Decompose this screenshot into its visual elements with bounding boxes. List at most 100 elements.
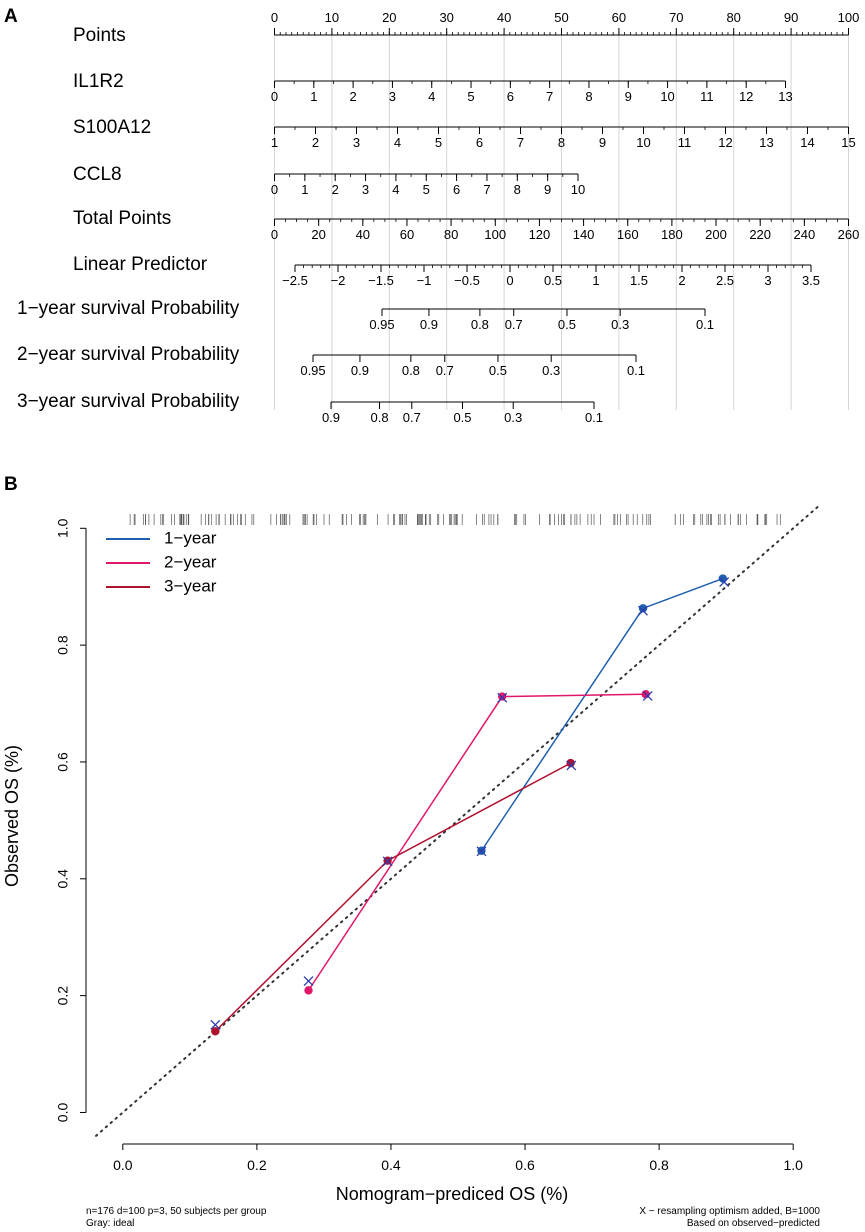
nomogram-tick-label: 2 [349,89,356,104]
panel-b-label: B [4,474,18,495]
nomogram-tick-label: 11 [700,89,714,104]
nomogram-tick-label: 0.5 [453,410,471,425]
nomogram-tick-label: 0 [271,182,278,197]
corrected-x-mark [476,846,487,857]
nomogram-tick-label: 0.9 [322,410,340,425]
nomogram-tick-label: 12 [718,135,732,150]
y-tick-label: 0.4 [55,869,71,889]
nomogram-tick-label: 6 [507,89,514,104]
nomogram-tick-label: 4 [392,182,399,197]
nomogram-tick-label: 6 [476,135,483,150]
nomogram-tick-label: 2.5 [716,273,734,288]
nomogram-tick-label: 7 [546,89,553,104]
nomogram-tick-label: −1.5 [368,273,394,288]
nomogram-tick-label: 220 [749,227,771,242]
nomogram-tick-label: 10 [571,182,585,197]
nomogram-tick-label: 0.7 [505,317,523,332]
nomogram-tick-label: 3 [389,89,396,104]
nomogram-tick-label: 1 [310,89,317,104]
nomogram-tick-label: 12 [739,89,753,104]
nomogram-tick-label: 0.8 [370,410,388,425]
nomogram-tick-label: 0 [506,273,513,288]
nomogram-tick-label: 20 [311,227,325,242]
corrected-x-mark [638,605,648,616]
nomogram-tick-label: 7 [483,182,490,197]
nomogram-tick-label: 8 [558,135,565,150]
legend-label: 3−year [164,576,217,595]
nomogram-tick-label: 9 [544,182,551,197]
nomogram-tick-label: 5 [467,89,474,104]
nomogram-tick-label: 0.3 [611,317,629,332]
nomogram-row-label: Linear Predictor [73,254,208,275]
y-tick-label: 1.0 [55,518,71,538]
nomogram-tick-label: 0.95 [300,363,325,378]
nomogram-tick-label: 0.1 [585,410,603,425]
footnote-left: Gray: ideal [86,1218,134,1229]
y-tick-label: 0.6 [55,752,71,772]
nomogram-tick-label: 13 [778,89,792,104]
nomogram-tick-label: 0.9 [420,317,438,332]
nomogram-tick-label: 240 [793,227,815,242]
series-line [214,762,571,1032]
nomogram-tick-label: −1 [417,273,432,288]
nomogram-tick-label: 0.3 [542,363,560,378]
nomogram-tick-label: 1 [271,135,278,150]
nomogram-tick-label: 0.7 [436,363,454,378]
nomogram-tick-label: 0.7 [403,410,421,425]
x-tick-label: 0.6 [515,1157,535,1173]
series-point [304,986,313,995]
nomogram-tick-label: 0 [271,227,278,242]
legend-label: 2−year [164,552,217,571]
corrected-x-mark [382,856,393,867]
nomogram-tick-label: 3 [764,273,771,288]
nomogram-tick-label: 5 [435,135,442,150]
nomogram-tick-label: 15 [841,135,855,150]
nomogram-tick-label: −2.5 [282,273,308,288]
nomogram-tick-label: 9 [599,135,606,150]
nomogram-tick-label: 10 [660,89,674,104]
nomogram-tick-label: 30 [439,10,453,25]
nomogram-tick-label: 9 [625,89,632,104]
nomogram-tick-label: 260 [838,227,860,242]
nomogram-tick-label: 3.5 [802,273,820,288]
nomogram-tick-label: 7 [517,135,524,150]
nomogram-tick-label: 160 [617,227,639,242]
legend-label: 1−year [164,528,217,547]
nomogram-tick-label: 3 [362,182,369,197]
corrected-x-mark [210,1019,221,1030]
nomogram-row-label: S100A12 [73,117,151,138]
nomogram-tick-label: 60 [400,227,414,242]
x-axis-title: Nomogram−prediced OS (%) [336,1184,569,1204]
corrected-x-mark [642,690,653,701]
series-line [480,577,724,852]
nomogram-tick-label: −0.5 [454,273,480,288]
footnote-left: n=176 d=100 p=3, 50 subjects per group [86,1206,267,1217]
nomogram-tick-label: 10 [636,135,650,150]
nomogram-tick-label: 120 [529,227,551,242]
nomogram-tick-label: 4 [394,135,401,150]
nomogram-tick-label: 200 [705,227,727,242]
nomogram-tick-label: 0.5 [489,363,507,378]
x-tick-label: 0.0 [113,1157,133,1173]
nomogram-tick-label: 13 [759,135,773,150]
nomogram-tick-label: 5 [423,182,430,197]
nomogram-tick-label: 6 [453,182,460,197]
nomogram-row-label: 2−year survival Probability [17,344,240,365]
nomogram-tick-label: 1 [301,182,308,197]
nomogram-tick-label: 50 [554,10,568,25]
nomogram-tick-label: 60 [612,10,626,25]
nomogram-tick-label: 100 [838,10,860,25]
nomogram-tick-label: 0.1 [696,317,714,332]
nomogram-tick-label: 4 [428,89,435,104]
nomogram-tick-label: −2 [331,273,346,288]
nomogram-tick-label: 0.95 [369,317,394,332]
nomogram-tick-label: 0.9 [351,363,369,378]
nomogram-tick-label: 90 [784,10,798,25]
corrected-x-mark [566,760,577,771]
nomogram-tick-label: 0 [271,89,278,104]
nomogram-tick-label: 100 [484,227,506,242]
nomogram-tick-label: 0.5 [544,273,562,288]
nomogram-tick-label: 0.8 [471,317,489,332]
y-tick-label: 0.2 [55,986,71,1006]
